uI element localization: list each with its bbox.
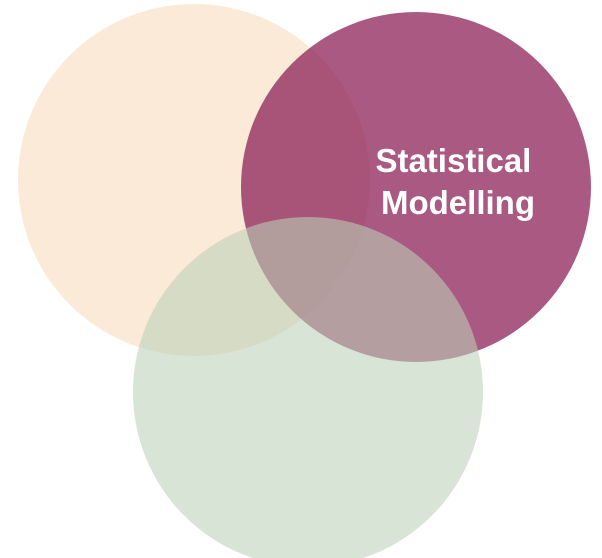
venn-circle-sage bbox=[133, 217, 483, 558]
label-line-statistical: Statistical bbox=[375, 142, 531, 179]
statistical-modelling-label: Statistical Modelling bbox=[375, 142, 540, 221]
label-line-modelling: Modelling bbox=[381, 184, 535, 221]
